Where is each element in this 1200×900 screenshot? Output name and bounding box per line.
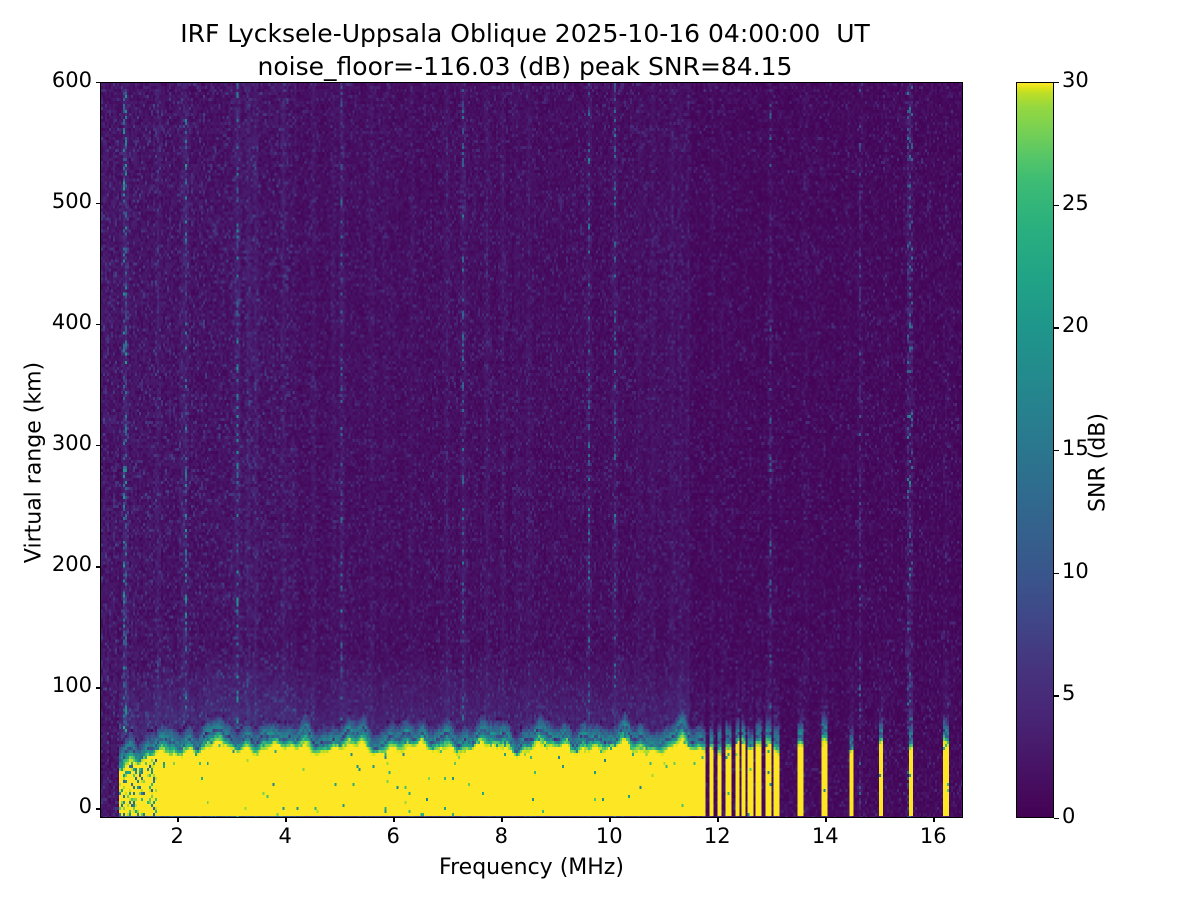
x-tick — [393, 818, 395, 822]
x-tick-label: 2 — [170, 824, 184, 848]
y-tick — [96, 324, 100, 326]
y-tick-label: 200 — [51, 552, 92, 577]
y-tick-label: 400 — [51, 310, 92, 335]
colorbar-tick-label: 15 — [1062, 436, 1089, 460]
y-tick-label: 500 — [51, 189, 92, 214]
y-tick — [96, 566, 100, 568]
x-tick — [825, 818, 827, 822]
ionogram-heatmap-canvas — [101, 83, 962, 817]
x-tick — [933, 818, 935, 822]
x-tick-label: 8 — [494, 824, 508, 848]
x-tick — [609, 818, 611, 822]
colorbar-tick-label: 30 — [1062, 68, 1089, 92]
colorbar-tick-label: 25 — [1062, 190, 1089, 215]
x-tick-label: 4 — [278, 824, 292, 848]
colorbar-tick-label: 5 — [1062, 681, 1076, 706]
x-tick — [177, 818, 179, 822]
y-tick — [96, 82, 100, 84]
colorbar-tick — [1054, 818, 1059, 820]
colorbar-tick — [1054, 695, 1059, 697]
x-tick-label: 12 — [703, 824, 731, 848]
colorbar-tick — [1054, 82, 1059, 84]
x-tick — [501, 818, 503, 822]
plot-title-line1: IRF Lycksele-Uppsala Oblique 2025-10-16 … — [180, 19, 870, 48]
plot-title-line2: noise_floor=-116.03 (dB) peak SNR=84.15 — [257, 51, 793, 81]
colorbar-label: SNR (dB) — [1085, 413, 1111, 512]
colorbar-tick — [1054, 204, 1059, 206]
y-tick — [96, 445, 100, 447]
colorbar-tick — [1054, 450, 1059, 452]
x-axis-label: Frequency (MHz) — [439, 855, 624, 880]
x-tick-label: 6 — [386, 824, 400, 848]
colorbar-tick-label: 10 — [1062, 558, 1089, 583]
y-tick-label: 600 — [51, 68, 92, 92]
heatmap-axes — [100, 82, 963, 818]
x-tick — [717, 818, 719, 822]
y-tick-label: 100 — [51, 673, 92, 698]
y-tick — [96, 687, 100, 689]
y-tick — [96, 203, 100, 205]
y-axis-label: Virtual range (km) — [21, 361, 47, 564]
colorbar-tick-label: 20 — [1062, 313, 1089, 338]
y-tick-label: 300 — [51, 431, 92, 456]
colorbar-tick — [1054, 572, 1059, 574]
x-tick — [285, 818, 287, 822]
colorbar-tick — [1054, 327, 1059, 329]
colorbar-tick-label: 0 — [1062, 804, 1076, 828]
x-tick-label: 16 — [919, 824, 947, 848]
plot-title: IRF Lycksele-Uppsala Oblique 2025-10-16 … — [0, 18, 1050, 83]
y-tick-label: 0 — [78, 794, 92, 819]
y-tick — [96, 808, 100, 810]
x-tick-label: 14 — [811, 824, 839, 848]
x-tick-label: 10 — [595, 824, 623, 848]
colorbar-gradient — [1016, 82, 1054, 818]
